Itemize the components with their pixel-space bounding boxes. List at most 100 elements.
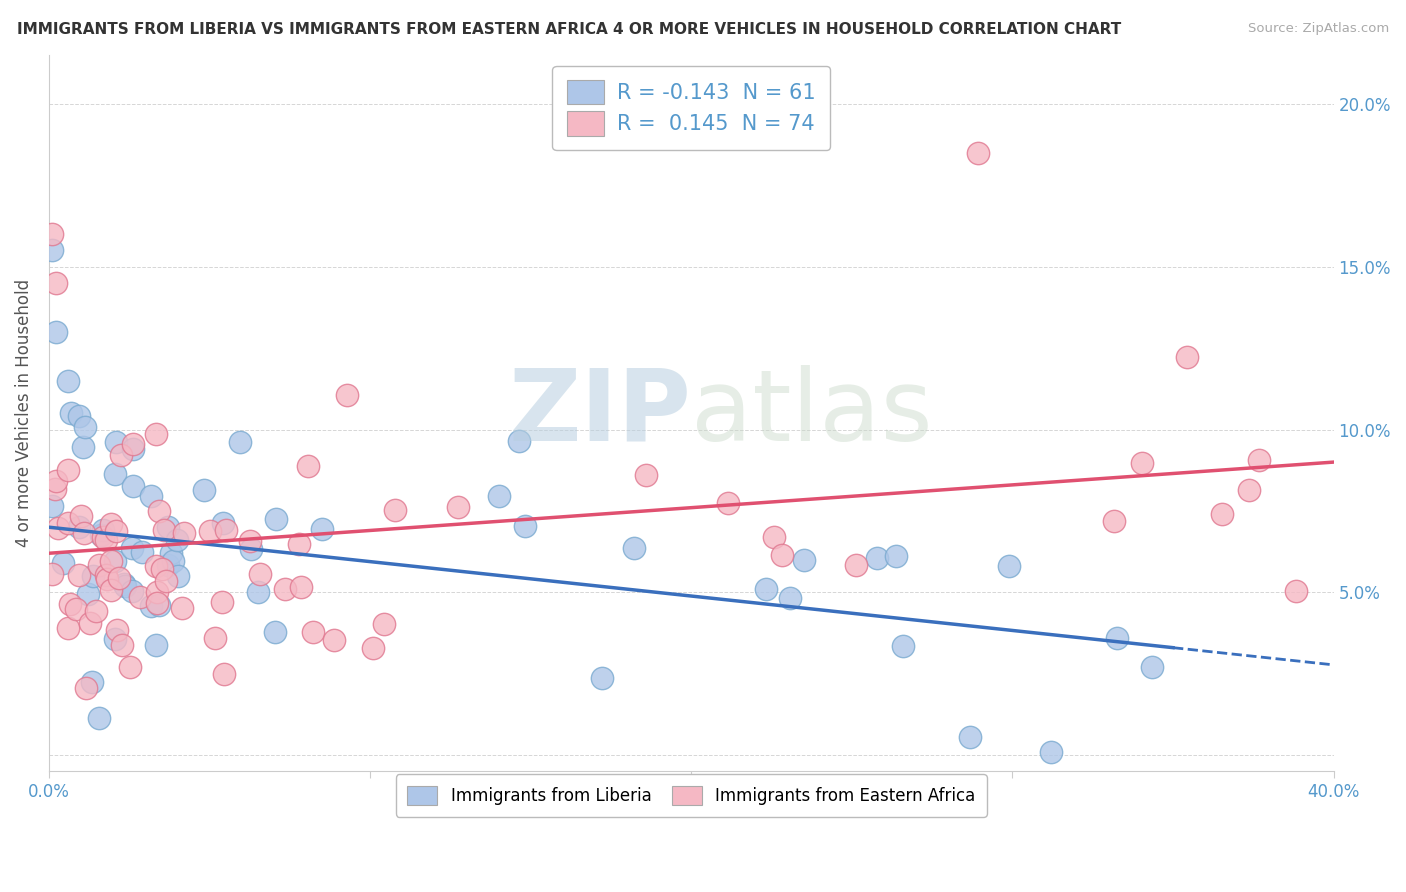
Point <box>41 566 63 581</box>
Point <box>100 553 122 567</box>
Point <box>94 533 117 547</box>
Point <box>515 519 537 533</box>
Point <box>90 528 112 542</box>
Point <box>891 639 914 653</box>
Point <box>100 582 122 597</box>
Point <box>67 520 90 534</box>
Point <box>122 479 145 493</box>
Point <box>52 556 75 570</box>
Point <box>104 467 127 481</box>
Point <box>145 427 167 442</box>
Point <box>239 534 262 549</box>
Point <box>45 276 67 290</box>
Point <box>1175 350 1198 364</box>
Point <box>104 554 127 568</box>
Point <box>108 571 131 585</box>
Point <box>146 585 169 599</box>
Point <box>112 577 135 591</box>
Point <box>1285 584 1308 599</box>
Point <box>167 568 190 582</box>
Point <box>72 440 94 454</box>
Point <box>67 568 90 582</box>
Point <box>717 496 740 510</box>
Point <box>1211 508 1233 522</box>
Point <box>46 521 69 535</box>
Point <box>45 475 67 489</box>
Legend: Immigrants from Liberia, Immigrants from Eastern Africa: Immigrants from Liberia, Immigrants from… <box>396 774 987 817</box>
Point <box>56 374 79 388</box>
Point <box>162 554 184 568</box>
Point <box>967 145 990 160</box>
Point <box>131 545 153 559</box>
Point <box>105 434 128 449</box>
Point <box>105 623 128 637</box>
Point <box>311 522 333 536</box>
Point <box>634 468 657 483</box>
Point <box>249 566 271 581</box>
Point <box>755 582 778 596</box>
Point <box>89 558 111 572</box>
Point <box>56 516 79 530</box>
Text: IMMIGRANTS FROM LIBERIA VS IMMIGRANTS FROM EASTERN AFRICA 4 OR MORE VEHICLES IN : IMMIGRANTS FROM LIBERIA VS IMMIGRANTS FR… <box>17 22 1121 37</box>
Point <box>447 500 470 515</box>
Point <box>91 524 114 538</box>
Point <box>93 530 115 544</box>
Point <box>336 387 359 401</box>
Point <box>998 559 1021 574</box>
Point <box>508 434 530 448</box>
Point <box>139 489 162 503</box>
Point <box>145 559 167 574</box>
Point <box>67 409 90 423</box>
Point <box>845 558 868 572</box>
Point <box>1237 483 1260 498</box>
Point <box>204 631 226 645</box>
Point <box>274 582 297 596</box>
Point <box>41 244 63 258</box>
Point <box>110 448 132 462</box>
Point <box>104 632 127 647</box>
Point <box>122 436 145 450</box>
Point <box>59 597 82 611</box>
Point <box>96 572 118 586</box>
Point <box>762 530 785 544</box>
Point <box>1104 514 1126 528</box>
Point <box>65 601 87 615</box>
Point <box>121 442 143 457</box>
Point <box>148 598 170 612</box>
Point <box>129 590 152 604</box>
Point <box>322 632 344 647</box>
Point <box>45 325 67 339</box>
Point <box>623 541 645 556</box>
Point <box>155 574 177 588</box>
Point <box>105 524 128 538</box>
Text: ZIP: ZIP <box>509 365 692 462</box>
Point <box>193 483 215 497</box>
Point <box>1130 456 1153 470</box>
Point <box>228 434 250 449</box>
Point <box>145 638 167 652</box>
Point <box>290 580 312 594</box>
Point <box>488 489 510 503</box>
Point <box>121 583 143 598</box>
Point <box>69 509 91 524</box>
Point <box>884 549 907 564</box>
Text: Source: ZipAtlas.com: Source: ZipAtlas.com <box>1249 22 1389 36</box>
Point <box>79 615 101 630</box>
Point <box>264 512 287 526</box>
Point <box>156 520 179 534</box>
Point <box>41 499 63 513</box>
Point <box>80 675 103 690</box>
Point <box>76 587 98 601</box>
Y-axis label: 4 or more Vehicles in Household: 4 or more Vehicles in Household <box>15 279 32 548</box>
Point <box>1040 745 1063 759</box>
Point <box>770 548 793 562</box>
Point <box>384 503 406 517</box>
Point <box>41 227 63 242</box>
Point <box>866 550 889 565</box>
Point <box>114 579 136 593</box>
Point <box>141 599 163 614</box>
Point <box>44 482 66 496</box>
Point <box>56 621 79 635</box>
Point <box>264 625 287 640</box>
Point <box>211 516 233 530</box>
